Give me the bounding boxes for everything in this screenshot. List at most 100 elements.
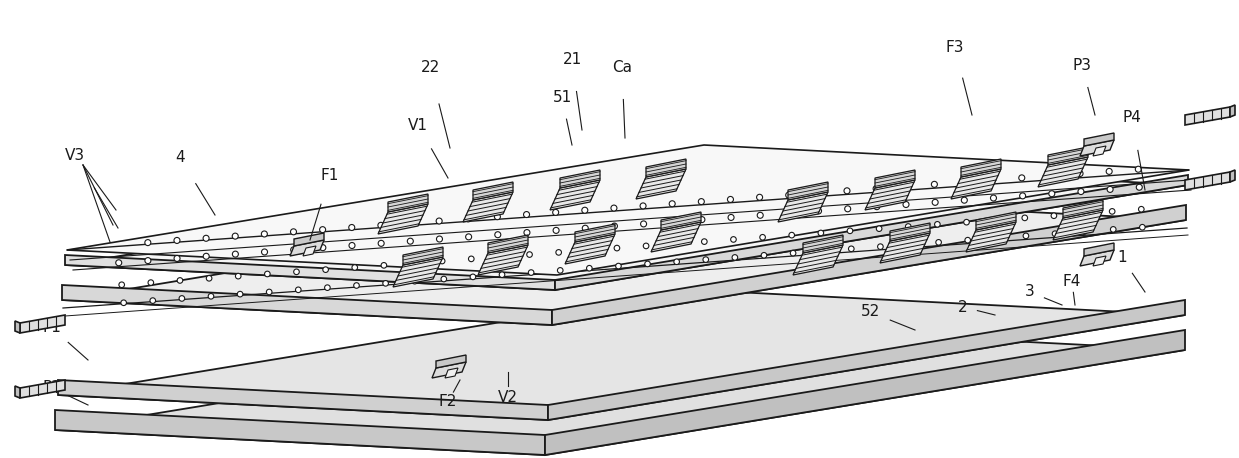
Circle shape	[177, 278, 183, 283]
Circle shape	[440, 258, 445, 264]
Text: 2: 2	[958, 300, 968, 315]
Circle shape	[844, 188, 850, 194]
Circle shape	[378, 240, 384, 246]
Polygon shape	[1184, 107, 1230, 125]
Circle shape	[411, 278, 418, 284]
Circle shape	[1018, 175, 1025, 181]
Circle shape	[731, 237, 736, 242]
Circle shape	[147, 280, 154, 285]
Circle shape	[819, 248, 825, 254]
Circle shape	[1109, 208, 1115, 214]
Text: V2: V2	[498, 389, 518, 404]
Polygon shape	[803, 235, 843, 253]
Circle shape	[408, 220, 413, 226]
Circle shape	[644, 261, 650, 267]
Circle shape	[436, 218, 442, 224]
Circle shape	[786, 192, 792, 198]
Circle shape	[932, 199, 938, 205]
Polygon shape	[976, 212, 1016, 230]
Circle shape	[729, 214, 733, 220]
Polygon shape	[294, 233, 325, 246]
Circle shape	[378, 222, 384, 229]
Circle shape	[789, 232, 794, 238]
Circle shape	[524, 229, 530, 235]
Polygon shape	[445, 368, 458, 378]
Circle shape	[902, 184, 908, 190]
Circle shape	[787, 210, 793, 216]
Circle shape	[208, 294, 214, 299]
Circle shape	[295, 287, 301, 293]
Circle shape	[121, 300, 126, 305]
Circle shape	[468, 256, 475, 262]
Circle shape	[320, 227, 326, 233]
Polygon shape	[58, 380, 548, 420]
Circle shape	[524, 212, 529, 218]
Circle shape	[673, 241, 678, 246]
Circle shape	[932, 181, 938, 187]
Text: V3: V3	[64, 147, 85, 163]
Circle shape	[727, 196, 733, 202]
Circle shape	[494, 232, 501, 238]
Text: Ca: Ca	[612, 60, 632, 76]
Polygon shape	[463, 192, 513, 222]
Circle shape	[1108, 186, 1113, 192]
Circle shape	[903, 202, 909, 207]
Circle shape	[498, 254, 503, 260]
Circle shape	[323, 267, 328, 273]
Circle shape	[873, 185, 880, 191]
Circle shape	[470, 274, 476, 280]
Circle shape	[1052, 231, 1058, 236]
Circle shape	[173, 237, 180, 244]
Polygon shape	[478, 245, 528, 275]
Polygon shape	[1080, 140, 1114, 156]
Circle shape	[701, 239, 707, 245]
Circle shape	[1139, 207, 1144, 212]
Polygon shape	[488, 235, 528, 253]
Circle shape	[641, 203, 646, 209]
Polygon shape	[393, 257, 444, 287]
Circle shape	[235, 273, 242, 279]
Polygon shape	[575, 224, 615, 242]
Circle shape	[877, 244, 883, 250]
Circle shape	[615, 245, 620, 251]
Circle shape	[383, 281, 388, 286]
Circle shape	[180, 296, 185, 301]
Circle shape	[699, 217, 705, 223]
Circle shape	[845, 206, 851, 212]
Polygon shape	[1230, 170, 1235, 182]
Circle shape	[466, 216, 471, 222]
Circle shape	[790, 251, 795, 256]
Polygon shape	[1038, 157, 1088, 187]
Polygon shape	[865, 180, 914, 210]
Polygon shape	[1080, 250, 1114, 266]
Circle shape	[732, 255, 737, 260]
Circle shape	[1077, 170, 1083, 176]
Circle shape	[994, 235, 1000, 241]
Circle shape	[1135, 166, 1141, 172]
Polygon shape	[565, 234, 615, 264]
Circle shape	[1020, 193, 1026, 199]
Circle shape	[670, 219, 675, 225]
Text: 51: 51	[553, 91, 571, 105]
Circle shape	[611, 223, 617, 229]
Circle shape	[761, 252, 767, 258]
Circle shape	[206, 276, 212, 281]
Polygon shape	[55, 325, 1184, 455]
Polygon shape	[1063, 200, 1103, 218]
Circle shape	[266, 289, 273, 295]
Text: 21: 21	[563, 53, 581, 67]
Text: V1: V1	[408, 118, 427, 132]
Polygon shape	[64, 255, 555, 290]
Polygon shape	[1048, 147, 1088, 165]
Polygon shape	[290, 240, 325, 256]
Circle shape	[441, 276, 446, 282]
Polygon shape	[548, 300, 1184, 420]
Text: F1: F1	[321, 168, 339, 182]
Polygon shape	[875, 170, 914, 188]
Circle shape	[150, 298, 156, 303]
Circle shape	[935, 240, 942, 245]
Circle shape	[876, 226, 882, 231]
Polygon shape	[966, 222, 1016, 252]
Circle shape	[757, 213, 763, 218]
Circle shape	[261, 249, 268, 255]
